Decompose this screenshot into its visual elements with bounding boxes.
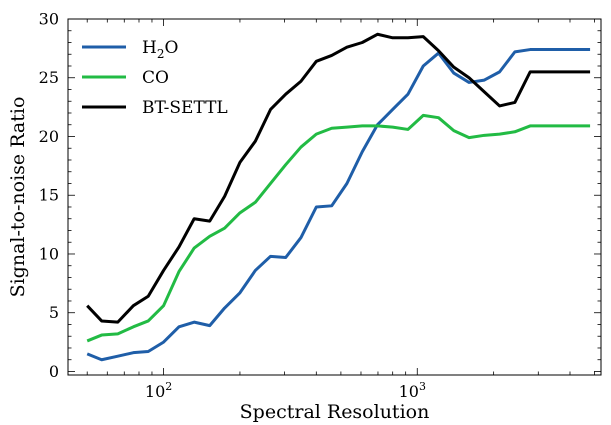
- y-tick-label: 0: [49, 362, 59, 381]
- x-axis-label: Spectral Resolution: [240, 401, 430, 423]
- y-tick-label: 30: [39, 10, 59, 29]
- y-tick-label: 15: [39, 186, 59, 205]
- legend-label-3: BT-SETTL: [142, 98, 228, 118]
- y-tick-label: 5: [49, 303, 59, 322]
- y-axis-label: Signal-to-noise Ratio: [7, 97, 29, 298]
- y-tick-label: 20: [39, 127, 59, 146]
- x-tick-label: 102: [145, 380, 172, 401]
- series-line-1: [86, 48, 591, 362]
- y-tick-label: 25: [39, 68, 59, 87]
- series-line-3: [86, 32, 591, 324]
- plot-background: [68, 19, 601, 375]
- series-layer: [86, 32, 591, 362]
- y-tick-label: 10: [39, 244, 59, 263]
- series-line-2: [86, 113, 591, 343]
- axes: 0 5 10 15 20 25 30 102 103: [39, 10, 602, 401]
- plot-frame: [67, 18, 602, 376]
- plot-area: [68, 19, 601, 375]
- legend-label-2: CO: [142, 68, 169, 88]
- x-tick-label: 103: [399, 380, 426, 401]
- legend-label-1: H2O: [142, 38, 178, 61]
- legend: H2O CO BT-SETTL: [82, 38, 228, 118]
